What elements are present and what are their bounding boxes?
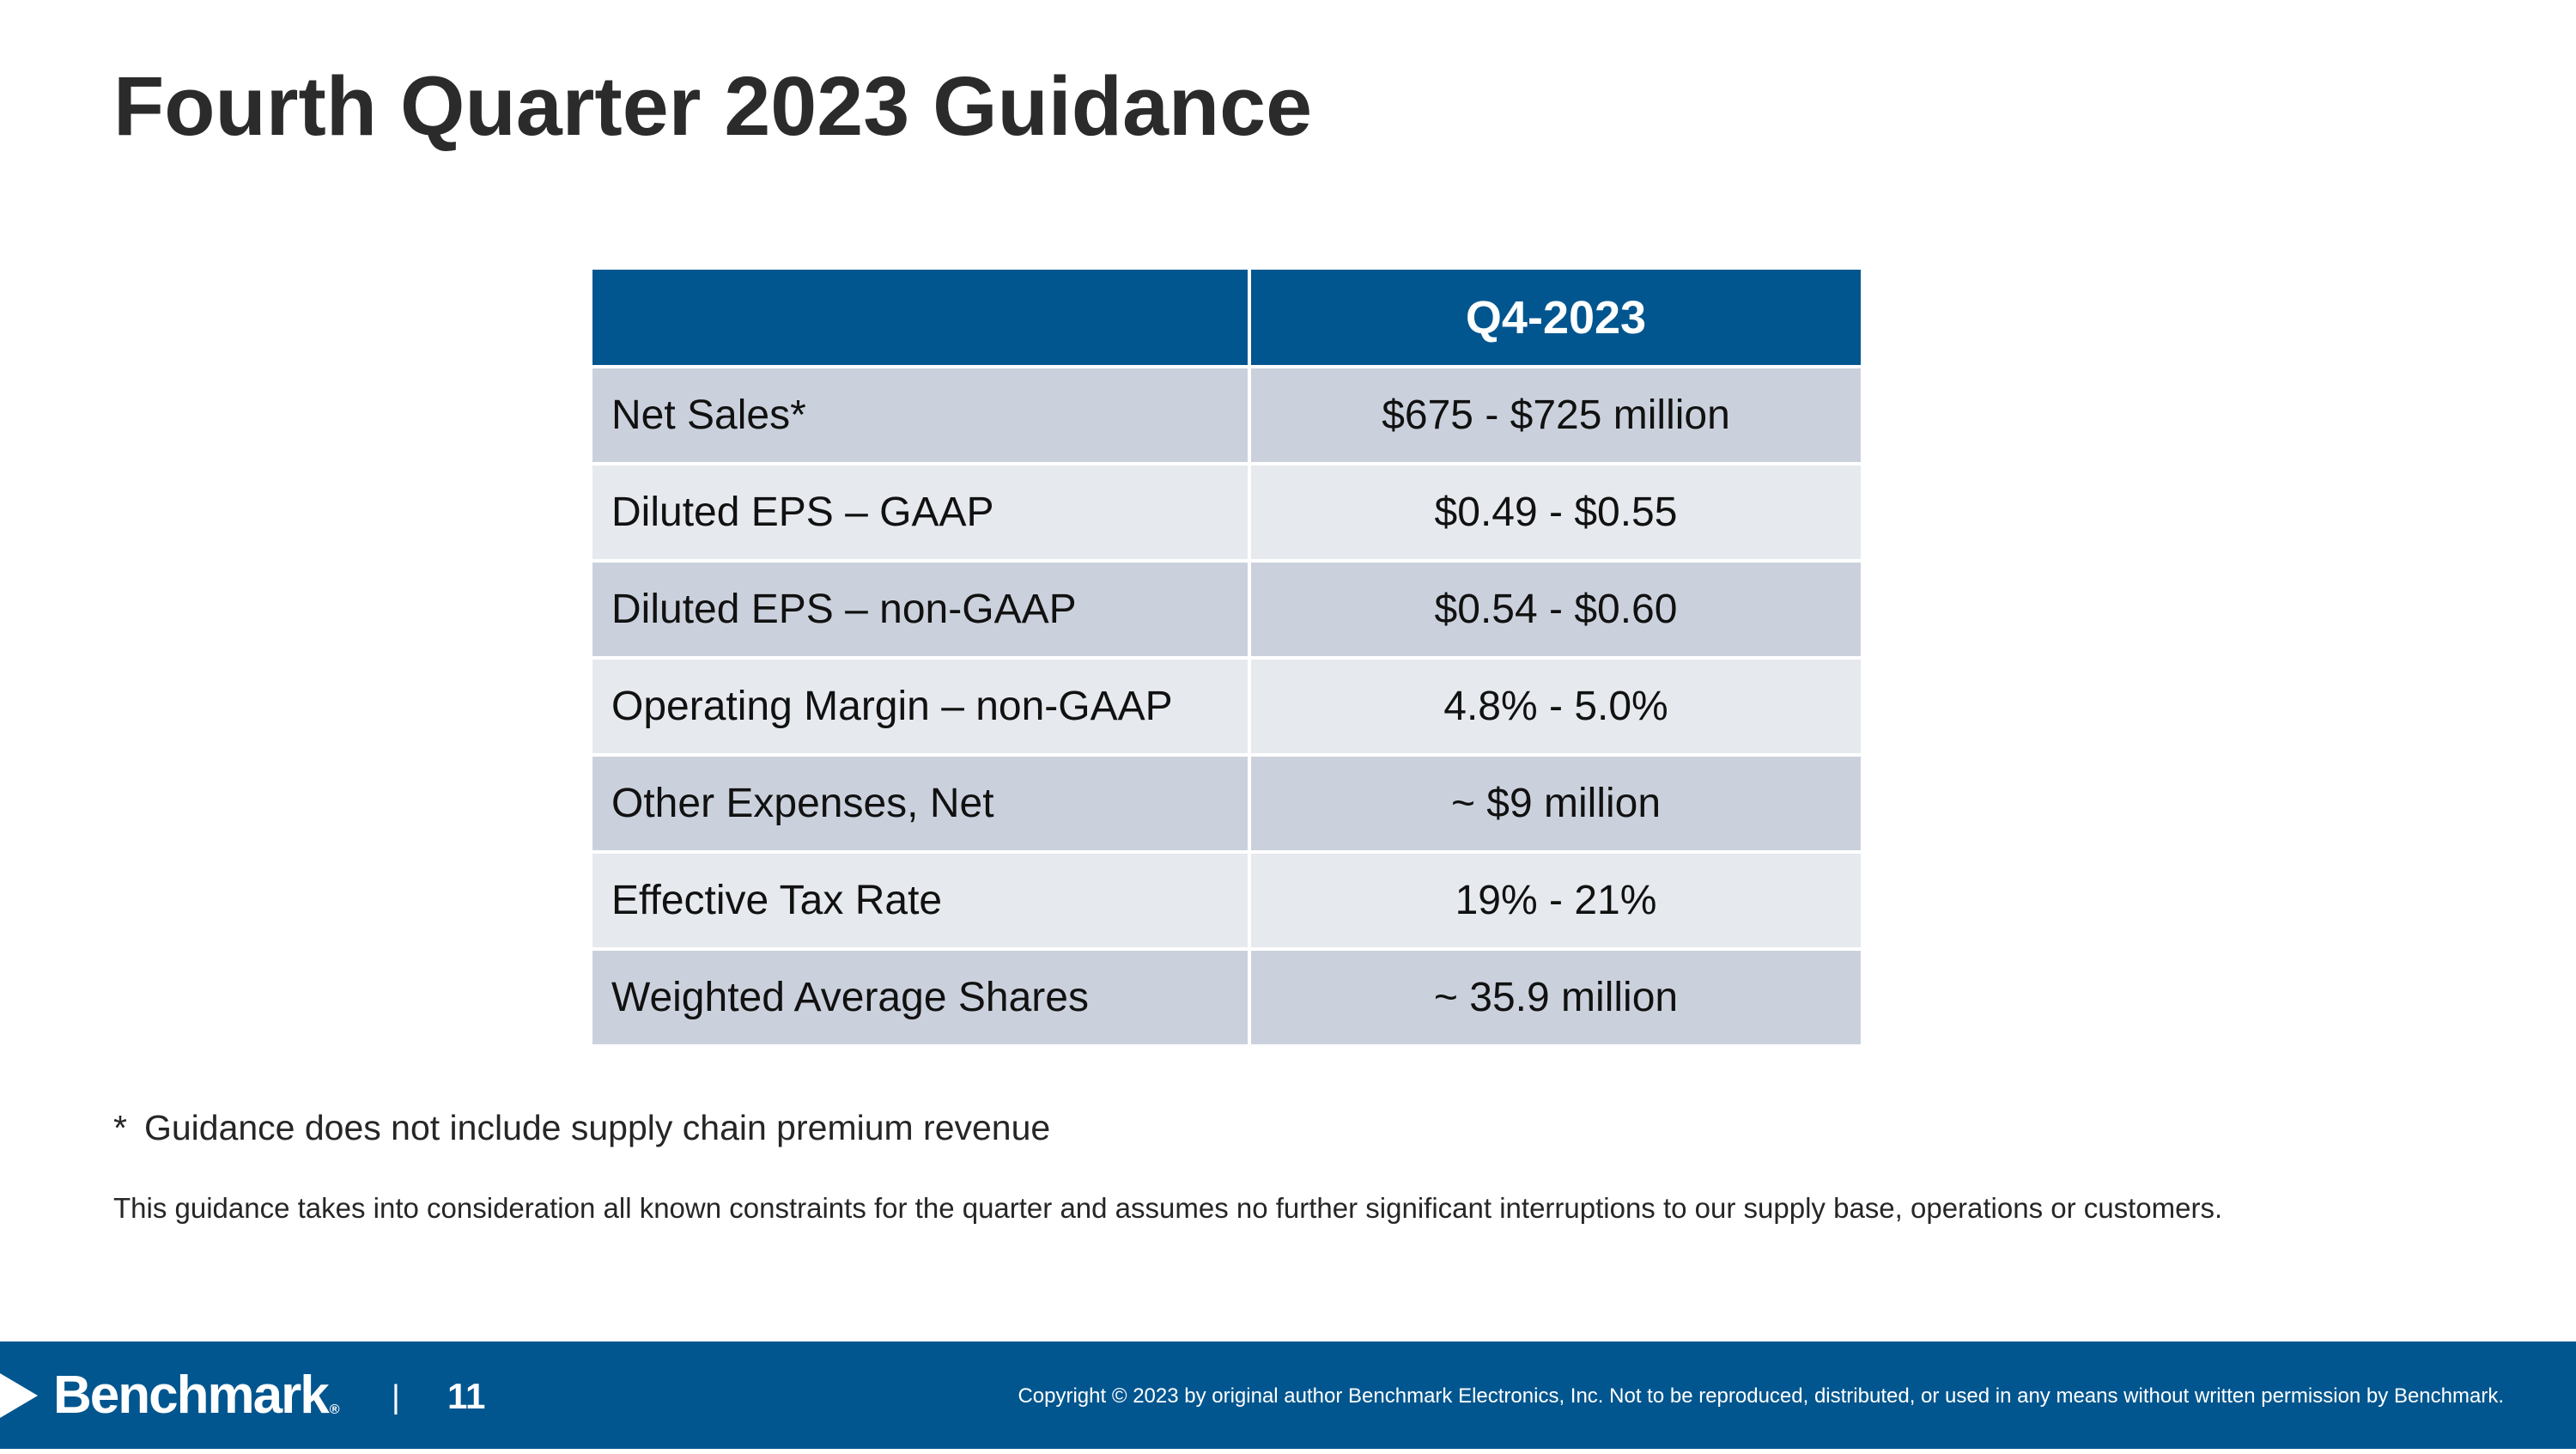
row-label: Effective Tax Rate bbox=[592, 850, 1251, 951]
row-value: 19% - 21% bbox=[1248, 850, 1861, 951]
registered-mark: ® bbox=[329, 1402, 340, 1417]
footer-bar: Benchmark ® | 11 Copyright © 2023 by ori… bbox=[0, 1341, 2576, 1449]
copyright-notice: Copyright © 2023 by original author Benc… bbox=[1018, 1384, 2504, 1408]
row-label: Diluted EPS – non-GAAP bbox=[592, 559, 1251, 660]
row-label: Diluted EPS – GAAP bbox=[592, 462, 1251, 563]
row-label: Other Expenses, Net bbox=[592, 753, 1251, 854]
table-row: Diluted EPS – non-GAAP $0.54 - $0.60 bbox=[592, 559, 1861, 660]
benchmark-logo: Benchmark ® bbox=[0, 1341, 340, 1449]
logo-text: Benchmark bbox=[53, 1366, 330, 1425]
row-value: $675 - $725 million bbox=[1248, 365, 1861, 465]
row-value: $0.49 - $0.55 bbox=[1248, 462, 1861, 563]
table-row: Effective Tax Rate 19% - 21% bbox=[592, 850, 1861, 951]
footnote-mark: * bbox=[113, 1108, 127, 1147]
footer-separator: | bbox=[392, 1379, 400, 1415]
guidance-table: Q4-2023 Net Sales* $675 - $725 million D… bbox=[592, 270, 1861, 1044]
row-value: $0.54 - $0.60 bbox=[1248, 559, 1861, 660]
page-number: 11 bbox=[447, 1376, 486, 1416]
table-row: Net Sales* $675 - $725 million bbox=[592, 365, 1861, 465]
row-label: Operating Margin – non-GAAP bbox=[592, 656, 1251, 757]
table-row: Diluted EPS – GAAP $0.49 - $0.55 bbox=[592, 462, 1861, 563]
row-label: Weighted Average Shares bbox=[592, 947, 1251, 1044]
footnote-text: Guidance does not include supply chain p… bbox=[143, 1108, 1051, 1147]
row-value: ~ 35.9 million bbox=[1248, 947, 1861, 1044]
table-row: Other Expenses, Net ~ $9 million bbox=[592, 753, 1861, 854]
table-header-row: Q4-2023 bbox=[592, 270, 1861, 368]
header-label-cell bbox=[592, 270, 1251, 368]
page-title: Fourth Quarter 2023 Guidance bbox=[113, 59, 1313, 153]
table-row: Operating Margin – non-GAAP 4.8% - 5.0% bbox=[592, 656, 1861, 757]
row-label: Net Sales* bbox=[592, 365, 1251, 465]
logo-arrow-icon bbox=[0, 1372, 38, 1418]
footnote: * Guidance does not include supply chain … bbox=[113, 1108, 1050, 1148]
disclaimer-text: This guidance takes into consideration a… bbox=[113, 1192, 2223, 1224]
table-row: Weighted Average Shares ~ 35.9 million bbox=[592, 947, 1861, 1044]
row-value: 4.8% - 5.0% bbox=[1248, 656, 1861, 757]
row-value: ~ $9 million bbox=[1248, 753, 1861, 854]
header-period-cell: Q4-2023 bbox=[1248, 270, 1861, 368]
